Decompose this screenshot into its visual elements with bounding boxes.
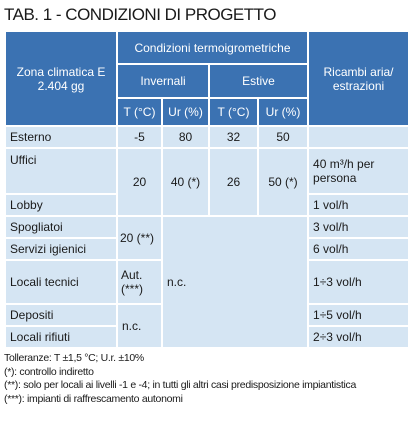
cell: 40 (*) <box>161 147 210 217</box>
header-winter: Invernali <box>116 63 210 99</box>
note: (**): solo per locali ai livelli -1 e -4… <box>4 379 356 391</box>
cell: 50 <box>256 125 310 149</box>
cell: 1÷5 vol/h <box>307 303 411 327</box>
header-col: Ur (%) <box>256 97 310 127</box>
cell: 2÷3 vol/h <box>307 325 411 349</box>
cell: 80 <box>161 125 210 149</box>
header-zone: Zona climatica E 2.404 gg <box>4 30 118 127</box>
note: (***): impianti di raffrescamento autono… <box>4 392 183 405</box>
cell: 32 <box>208 125 259 149</box>
cell: 6 vol/h <box>307 237 411 261</box>
row-name: Depositi <box>4 303 118 327</box>
cell: 3 vol/h <box>307 215 411 239</box>
row-name: Esterno <box>4 125 118 149</box>
cell: 1 vol/h <box>307 193 411 217</box>
row-name: Spogliatoi <box>4 215 118 239</box>
row-name: Uffici <box>4 147 118 195</box>
cell: 40 m³/h per persona <box>307 147 411 195</box>
cell <box>307 125 411 149</box>
cell: -5 <box>116 125 163 149</box>
cell: Aut. (***) <box>116 259 163 305</box>
header-col: T (°C) <box>208 97 259 127</box>
note: (*): controllo indiretto <box>4 365 94 378</box>
cell: n.c. <box>116 303 163 349</box>
row-name: Locali tecnici <box>4 259 118 305</box>
header-col: T (°C) <box>116 97 163 127</box>
row-name: Lobby <box>4 193 118 217</box>
header-conditions: Condizioni termoigrometriche <box>115 30 310 65</box>
table: Zona climatica E 2.404 gg Condizioni ter… <box>4 30 411 349</box>
header-air: Ricambi aria/ estrazioni <box>307 30 411 127</box>
notes: Tolleranze: T ±1,5 °C; U.r. ±10% (*): co… <box>4 352 356 406</box>
cell: 20 (**) <box>116 215 163 261</box>
row-name: Servizi igienici <box>4 237 118 261</box>
cell: 26 <box>208 147 259 217</box>
cell: 20 <box>116 147 163 217</box>
cell: 1÷3 vol/h <box>307 259 411 305</box>
header-col: Ur (%) <box>161 97 210 127</box>
row-name: Locali rifiuti <box>4 325 118 349</box>
table-title: TAB. 1 - CONDIZIONI DI PROGETTO <box>4 5 276 24</box>
cell: n.c. <box>160 215 310 349</box>
cell: 50 (*) <box>256 147 310 217</box>
note: Tolleranze: T ±1,5 °C; U.r. ±10% <box>4 352 144 364</box>
header-summer: Estive <box>207 63 310 99</box>
